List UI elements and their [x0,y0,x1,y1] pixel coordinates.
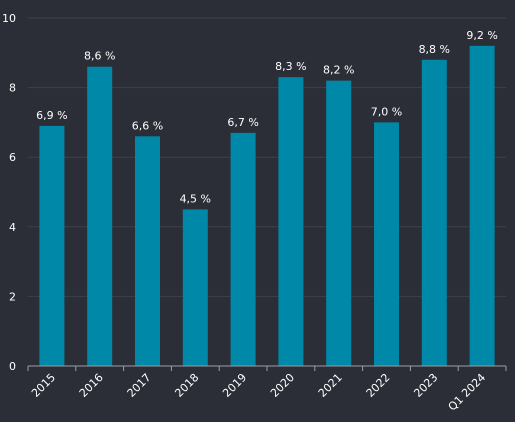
x-tick-label: 2016 [77,371,106,400]
y-tick-label: 4 [9,221,16,234]
x-tick-label: 2021 [316,371,345,400]
y-tick-label: 8 [9,82,16,95]
x-tick-label: Q1 2024 [446,371,489,414]
x-tick-label: 2017 [125,371,154,400]
x-tick-label: 2019 [220,371,249,400]
bar-2021 [326,80,352,366]
data-label: 7,0 % [371,105,402,118]
bar-2016 [87,66,113,366]
bar-2017 [135,136,160,366]
y-tick-label: 0 [9,360,16,373]
bar-2018 [182,209,208,366]
x-axis-ticks: 2015 2016 2017 2018 2019 2020 2021 2022 2023 Q1 2… [27,366,507,414]
x-tick-label: 2018 [172,371,201,400]
bar-2019 [230,132,256,366]
bar-q1-2024 [469,45,495,367]
data-label: 9,2 % [466,29,497,42]
data-label: 6,9 % [36,109,67,122]
x-tick-label: 2023 [411,371,440,400]
data-labels: 6,9 % 8,6 % 6,6 % 4,5 % 6,7 % 8,3 % 8,2 % 7,0 %… [36,29,498,206]
data-label: 8,2 % [323,64,354,77]
y-tick-label: 6 [9,151,16,164]
x-tick-label: 2015 [29,371,58,400]
data-label: 6,7 % [227,116,258,129]
data-label: 8,8 % [419,43,450,56]
data-label: 6,6 % [132,119,163,132]
y-tick-label: 2 [9,290,16,303]
bar-2015 [39,125,65,366]
x-tick-label: 2022 [364,371,393,400]
data-label: 4,5 % [180,192,211,205]
bars [39,45,495,367]
y-tick-label: 10 [2,12,16,25]
data-label: 8,6 % [84,50,115,63]
bar-2023 [421,59,447,366]
y-axis-ticks: 0 2 4 6 8 10 [2,12,16,373]
data-label: 8,3 % [275,60,306,73]
x-tick-label: 2020 [268,371,297,400]
bar-2020 [278,77,304,366]
bar-2022 [374,122,399,367]
